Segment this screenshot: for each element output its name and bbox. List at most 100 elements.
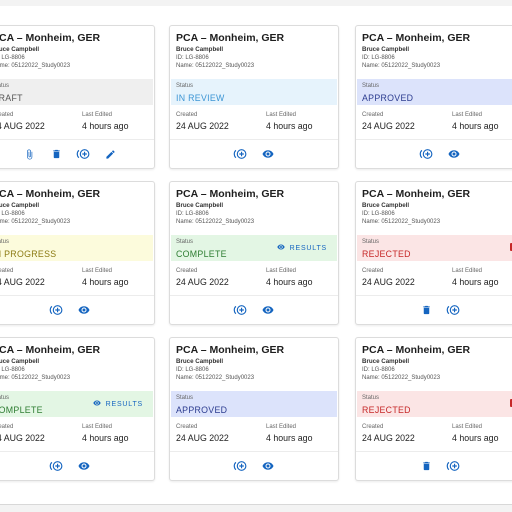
card-study-name: Name: 05122022_Study0023 bbox=[176, 63, 255, 69]
last-edited-label: Last Edited bbox=[82, 112, 113, 118]
view-button[interactable] bbox=[76, 302, 92, 318]
card-study-name: Name: 05122022_Study0023 bbox=[0, 375, 71, 381]
card-divider bbox=[356, 139, 512, 140]
status-banner: Status COMPLETE RESULTS bbox=[171, 235, 337, 261]
created-label: Created bbox=[0, 268, 14, 274]
add-circle-button[interactable] bbox=[446, 458, 462, 474]
study-card[interactable]: PCA – Monheim, GER Bruce Campbell ID: LG… bbox=[355, 181, 512, 325]
status-label: Status bbox=[362, 395, 380, 401]
card-owner: Bruce Campbell bbox=[362, 46, 410, 53]
results-button[interactable]: RESULTS bbox=[92, 399, 143, 409]
card-owner: Bruce Campbell bbox=[176, 358, 224, 365]
last-edited-value: 4 hours ago bbox=[452, 277, 499, 287]
comment-flag-icon[interactable] bbox=[510, 399, 512, 407]
study-card[interactable]: PCA – Monheim, GER Bruce Campbell ID: LG… bbox=[0, 181, 155, 325]
status-label: Status bbox=[0, 83, 10, 89]
add-circle-button[interactable] bbox=[76, 146, 92, 162]
study-card[interactable]: PCA – Monheim, GER Bruce Campbell ID: LG… bbox=[169, 181, 339, 325]
card-title: PCA – Monheim, GER bbox=[0, 344, 101, 356]
add-circle-button[interactable] bbox=[233, 146, 249, 162]
created-value: 24 AUG 2022 bbox=[362, 121, 415, 131]
card-title: PCA – Monheim, GER bbox=[176, 32, 285, 44]
delete-icon bbox=[421, 460, 432, 472]
edit-button[interactable] bbox=[103, 146, 119, 162]
card-actions bbox=[0, 146, 154, 162]
study-card[interactable]: PCA – Monheim, GER Bruce Campbell ID: LG… bbox=[355, 25, 512, 169]
edit-icon bbox=[105, 149, 116, 160]
comment-flag-icon[interactable] bbox=[510, 243, 512, 251]
status-value: REJECTED bbox=[362, 249, 411, 259]
status-banner: Status IN REVIEW bbox=[171, 79, 337, 105]
status-value: IN PROGRESS bbox=[0, 249, 57, 259]
view-icon bbox=[77, 460, 91, 472]
card-study-name: Name: 05122022_Study0023 bbox=[362, 219, 441, 225]
status-label: Status bbox=[176, 83, 194, 89]
study-card[interactable]: PCA – Monheim, GER Bruce Campbell ID: LG… bbox=[355, 337, 512, 481]
add-circle-icon bbox=[419, 147, 435, 161]
created-label: Created bbox=[176, 268, 198, 274]
view-button[interactable] bbox=[260, 458, 276, 474]
card-id: ID: LG-8806 bbox=[176, 367, 209, 373]
card-id: ID: LG-8806 bbox=[362, 55, 395, 61]
eye-icon bbox=[276, 243, 286, 253]
attachment-button[interactable] bbox=[22, 146, 38, 162]
add-circle-icon bbox=[233, 459, 249, 473]
study-card[interactable]: PCA – Monheim, GER Bruce Campbell ID: LG… bbox=[169, 337, 339, 481]
card-owner: Bruce Campbell bbox=[0, 46, 40, 53]
status-label: Status bbox=[362, 239, 380, 245]
created-value: 24 AUG 2022 bbox=[362, 433, 415, 443]
status-value: APPROVED bbox=[362, 93, 414, 103]
card-actions bbox=[356, 458, 512, 474]
card-title: PCA – Monheim, GER bbox=[362, 344, 471, 356]
created-value: 24 AUG 2022 bbox=[0, 277, 45, 287]
created-value: 24 AUG 2022 bbox=[0, 433, 45, 443]
delete-button[interactable] bbox=[419, 458, 435, 474]
delete-button[interactable] bbox=[419, 302, 435, 318]
add-circle-icon bbox=[233, 147, 249, 161]
study-card[interactable]: PCA – Monheim, GER Bruce Campbell ID: LG… bbox=[0, 25, 155, 169]
study-card[interactable]: PCA – Monheim, GER Bruce Campbell ID: LG… bbox=[169, 25, 339, 169]
add-circle-button[interactable] bbox=[49, 458, 65, 474]
card-study-name: Name: 05122022_Study0023 bbox=[176, 375, 255, 381]
add-circle-icon bbox=[76, 147, 92, 161]
view-button[interactable] bbox=[260, 146, 276, 162]
study-card[interactable]: PCA – Monheim, GER Bruce Campbell ID: LG… bbox=[0, 337, 155, 481]
card-id: ID: LG-8806 bbox=[0, 55, 25, 61]
status-value: DRAFT bbox=[0, 93, 23, 103]
last-edited-value: 4 hours ago bbox=[266, 433, 313, 443]
last-edited-label: Last Edited bbox=[452, 112, 483, 118]
card-owner: Bruce Campbell bbox=[362, 358, 410, 365]
delete-button[interactable] bbox=[49, 146, 65, 162]
add-circle-button[interactable] bbox=[446, 302, 462, 318]
card-actions bbox=[170, 458, 338, 474]
view-button[interactable] bbox=[76, 458, 92, 474]
card-owner: Bruce Campbell bbox=[176, 202, 224, 209]
created-label: Created bbox=[0, 424, 14, 430]
card-actions bbox=[170, 146, 338, 162]
attachment-icon bbox=[24, 148, 35, 161]
card-owner: Bruce Campbell bbox=[362, 202, 410, 209]
status-label: Status bbox=[176, 239, 194, 245]
add-circle-button[interactable] bbox=[233, 458, 249, 474]
view-button[interactable] bbox=[446, 146, 462, 162]
card-id: ID: LG-8806 bbox=[362, 367, 395, 373]
card-study-name: Name: 05122022_Study0023 bbox=[362, 375, 441, 381]
add-circle-button[interactable] bbox=[419, 146, 435, 162]
created-label: Created bbox=[362, 424, 384, 430]
card-title: PCA – Monheim, GER bbox=[0, 188, 101, 200]
status-label: Status bbox=[0, 395, 10, 401]
card-study-name: Name: 05122022_Study0023 bbox=[176, 219, 255, 225]
results-button[interactable]: RESULTS bbox=[276, 243, 327, 253]
view-button[interactable] bbox=[260, 302, 276, 318]
card-id: ID: LG-8806 bbox=[0, 367, 25, 373]
add-circle-icon bbox=[446, 303, 462, 317]
card-study-name: Name: 05122022_Study0023 bbox=[0, 219, 71, 225]
add-circle-button[interactable] bbox=[49, 302, 65, 318]
delete-icon bbox=[51, 148, 62, 160]
card-actions bbox=[356, 146, 512, 162]
card-study-name: Name: 05122022_Study0023 bbox=[362, 63, 441, 69]
card-title: PCA – Monheim, GER bbox=[176, 344, 285, 356]
card-title: PCA – Monheim, GER bbox=[176, 188, 285, 200]
status-value: IN REVIEW bbox=[176, 93, 225, 103]
add-circle-button[interactable] bbox=[233, 302, 249, 318]
